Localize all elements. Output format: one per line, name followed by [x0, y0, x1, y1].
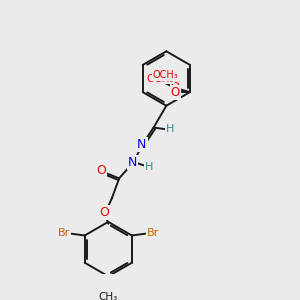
- Text: Br: Br: [58, 228, 70, 238]
- Text: OCH₃: OCH₃: [152, 70, 178, 80]
- Text: H: H: [166, 124, 174, 134]
- Text: O: O: [171, 81, 180, 94]
- Text: OCH₃: OCH₃: [146, 74, 174, 83]
- Text: H: H: [145, 161, 153, 172]
- Text: N: N: [128, 156, 137, 170]
- Text: O: O: [96, 164, 106, 177]
- Text: Br: Br: [147, 228, 159, 238]
- Text: CH₃: CH₃: [99, 292, 118, 300]
- Text: N: N: [137, 138, 146, 151]
- Text: O: O: [171, 85, 180, 99]
- Text: O: O: [99, 206, 109, 219]
